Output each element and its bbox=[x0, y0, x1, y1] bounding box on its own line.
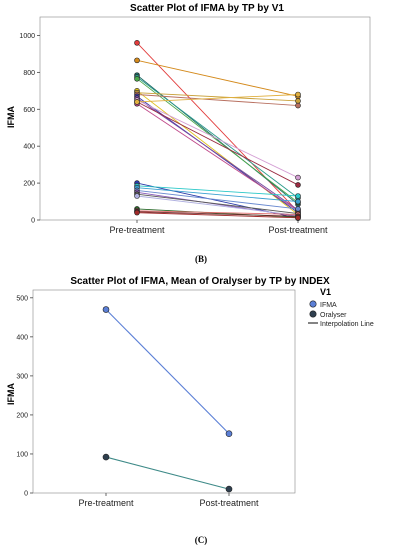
series-line bbox=[136, 94, 299, 107]
series-line bbox=[136, 92, 299, 102]
series-line bbox=[136, 99, 299, 178]
x-tick-label: Pre-treatment bbox=[109, 225, 165, 235]
series-line bbox=[136, 78, 299, 203]
series-line bbox=[136, 90, 299, 215]
data-point bbox=[295, 206, 301, 212]
chart-c-legend: V1 IFMA Oralyser Interpolation Line bbox=[308, 287, 374, 328]
chart-b-x-ticks: Pre-treatment Post-treatment bbox=[109, 220, 328, 235]
series-line bbox=[136, 101, 299, 186]
data-point bbox=[225, 485, 233, 493]
chart-c-plot-area bbox=[32, 289, 296, 494]
data-point bbox=[295, 182, 301, 188]
series-line bbox=[136, 42, 299, 213]
data-point bbox=[134, 193, 140, 199]
y-tick-label: 0 bbox=[24, 491, 28, 498]
legend-marker-ifma bbox=[309, 300, 317, 308]
series-line bbox=[136, 94, 299, 103]
data-point bbox=[134, 209, 140, 216]
chart-c-title: Scatter Plot of IFMA, Mean of Oralyser b… bbox=[70, 276, 330, 287]
series-line bbox=[136, 193, 299, 214]
data-point bbox=[134, 40, 140, 46]
panel-c-label: (C) bbox=[195, 535, 208, 545]
legend-entry-interpolation-line: Interpolation Line bbox=[320, 321, 374, 328]
series-line bbox=[136, 211, 299, 217]
data-point bbox=[295, 102, 301, 109]
series-line bbox=[136, 210, 299, 215]
legend-entry-oralyser: Oralyser bbox=[320, 312, 347, 319]
y-tick-label: 400 bbox=[23, 144, 35, 151]
x-tick-label: Post-treatment bbox=[199, 498, 259, 508]
chart-b-y-ticks: 0 200 400 600 800 1000 bbox=[19, 33, 40, 225]
series-line bbox=[136, 103, 299, 212]
chart-b-series bbox=[134, 40, 301, 221]
chart-c-x-ticks: Pre-treatment Post-treatment bbox=[78, 493, 259, 508]
chart-c-series bbox=[102, 306, 233, 493]
data-point bbox=[295, 174, 301, 181]
chart-b-title: Scatter Plot of IFMA by TP by V1 bbox=[130, 3, 284, 14]
series-line bbox=[136, 76, 299, 199]
chart-b-plot-area bbox=[39, 16, 371, 221]
data-point bbox=[295, 193, 301, 199]
y-tick-label: 1000 bbox=[19, 33, 35, 40]
chart-c: Scatter Plot of IFMA, Mean of Oralyser b… bbox=[6, 276, 374, 508]
data-point bbox=[225, 430, 233, 437]
data-point bbox=[295, 198, 301, 205]
data-point bbox=[134, 57, 140, 64]
data-point bbox=[134, 99, 140, 105]
series-line bbox=[136, 97, 299, 211]
data-point bbox=[295, 214, 301, 221]
y-tick-label: 500 bbox=[16, 295, 28, 302]
chart-b: Scatter Plot of IFMA by TP by V1 IFMA 0 2… bbox=[6, 3, 371, 235]
x-tick-label: Pre-treatment bbox=[78, 498, 134, 508]
series-line bbox=[136, 74, 299, 205]
y-tick-label: 400 bbox=[16, 334, 28, 341]
data-point bbox=[295, 91, 301, 98]
series-line bbox=[136, 185, 299, 197]
series-line bbox=[105, 456, 230, 490]
chart-c-y-ticks: 0 100 200 300 400 500 bbox=[16, 295, 33, 498]
chart-c-y-axis-label: IFMA bbox=[6, 383, 16, 405]
series-line bbox=[136, 59, 299, 97]
series-line bbox=[136, 190, 299, 210]
panel-b-label: (B) bbox=[195, 254, 207, 264]
y-tick-label: 0 bbox=[31, 218, 35, 225]
legend-marker-oralyser bbox=[309, 310, 317, 318]
y-tick-label: 300 bbox=[16, 373, 28, 380]
legend-title: V1 bbox=[320, 287, 331, 297]
y-tick-label: 800 bbox=[23, 70, 35, 77]
legend-entry-ifma: IFMA bbox=[320, 302, 337, 309]
data-point bbox=[102, 453, 110, 461]
y-tick-label: 100 bbox=[16, 451, 28, 458]
x-tick-label: Post-treatment bbox=[268, 225, 328, 235]
series-line bbox=[105, 309, 230, 435]
data-point bbox=[102, 306, 110, 313]
y-tick-label: 200 bbox=[23, 181, 35, 188]
series-line bbox=[136, 187, 299, 202]
series-line bbox=[136, 195, 299, 216]
y-tick-label: 200 bbox=[16, 412, 28, 419]
y-tick-label: 600 bbox=[23, 107, 35, 114]
series-line bbox=[136, 212, 299, 219]
chart-b-y-axis-label: IFMA bbox=[6, 106, 16, 128]
data-point bbox=[295, 98, 301, 104]
data-point bbox=[134, 76, 140, 82]
